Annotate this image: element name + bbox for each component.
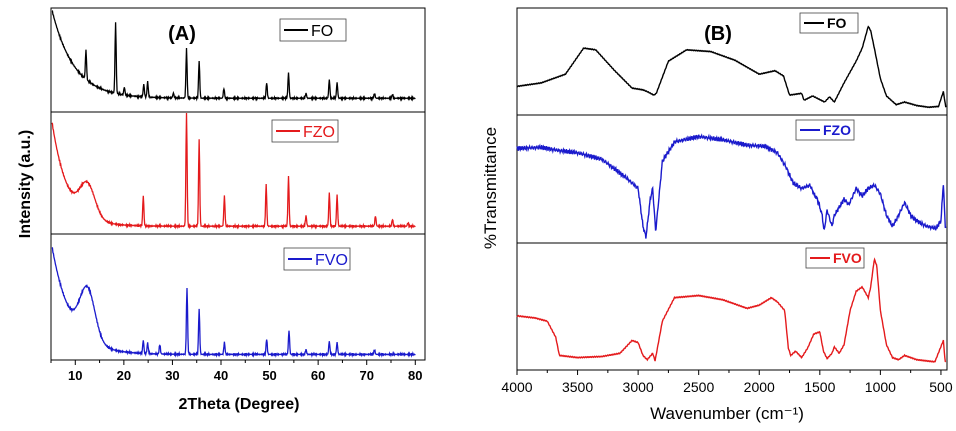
x-tick-label: 10: [68, 368, 82, 383]
panel-b-label: (B): [704, 23, 732, 45]
panel-a-y-axis-title: Intensity (a.u.): [17, 130, 34, 238]
panel-b-x-axis-title: Wavenumber (cm⁻¹): [650, 404, 804, 423]
panel-a-frame: [50, 7, 426, 361]
x-tick-label: 2500: [683, 379, 714, 395]
x-tick-label: 60: [311, 368, 325, 383]
panel-b-y-axis-title: %Transmittance: [481, 127, 500, 249]
legend-label: FO: [827, 15, 847, 31]
panel-b-frame: [516, 7, 948, 371]
x-tick-label: 40: [214, 368, 228, 383]
legend-label: FZO: [303, 124, 335, 141]
x-tick-label: 3500: [562, 379, 593, 395]
legend-box: [805, 247, 865, 269]
x-tick-label: 500: [929, 379, 953, 395]
x-tick-label: 50: [262, 368, 276, 383]
series-line-fvo: [516, 257, 947, 363]
legend-fzo: FZO: [271, 119, 339, 143]
series-line-fo: [51, 10, 416, 102]
x-tick-label: 2000: [744, 379, 775, 395]
legend-label: FVO: [315, 252, 348, 269]
chart-panel-b: (B) Wavenumber (cm⁻¹) %Transmittance 400…: [481, 7, 953, 423]
panel-b-legends: FO FZO FVO: [795, 12, 865, 269]
series-line-fzo: [51, 112, 416, 230]
panel-a-series-group: [51, 10, 416, 358]
legend-box: [279, 18, 347, 42]
x-tick-label: 20: [117, 368, 131, 383]
legend-box: [795, 119, 855, 141]
legend-fvo: FVO: [805, 247, 865, 269]
x-tick-label: 70: [359, 368, 373, 383]
x-tick-label: 30: [165, 368, 179, 383]
legend-box: [271, 119, 339, 143]
legend-fvo: FVO: [283, 247, 351, 271]
legend-fzo: FZO: [795, 119, 855, 141]
series-line-fo: [516, 25, 947, 109]
x-tick-label: 3000: [623, 379, 654, 395]
x-tick-label: 80: [408, 368, 422, 383]
x-tick-label: 4000: [501, 379, 532, 395]
panel-a-x-ticks: 10 20 30 40 50 60 70 80: [50, 360, 423, 383]
legend-label: FZO: [823, 122, 851, 138]
chart-panel-a: (A) 2Theta (Degree) Intensity (a.u.) 10 2…: [17, 7, 426, 413]
legend-label: FVO: [833, 250, 862, 266]
panel-b-series-group: [516, 25, 947, 363]
legend-label: FO: [311, 23, 333, 40]
series-line-fzo: [516, 133, 947, 239]
legend-box: [283, 247, 351, 271]
legend-box: [799, 12, 859, 34]
series-line-fvo: [51, 246, 416, 358]
legend-fo: FO: [279, 18, 347, 42]
panel-a-label: (A): [168, 23, 196, 45]
x-tick-label: 1500: [804, 379, 835, 395]
panel-b-x-ticks: 4000 3500 3000 2500 2000 1500 1000 500: [501, 370, 953, 395]
panel-a-x-axis-title: 2Theta (Degree): [179, 396, 300, 413]
panel-a-legends: FO FZO FVO: [271, 18, 351, 271]
x-tick-label: 1000: [865, 379, 896, 395]
legend-fo: FO: [799, 12, 859, 34]
